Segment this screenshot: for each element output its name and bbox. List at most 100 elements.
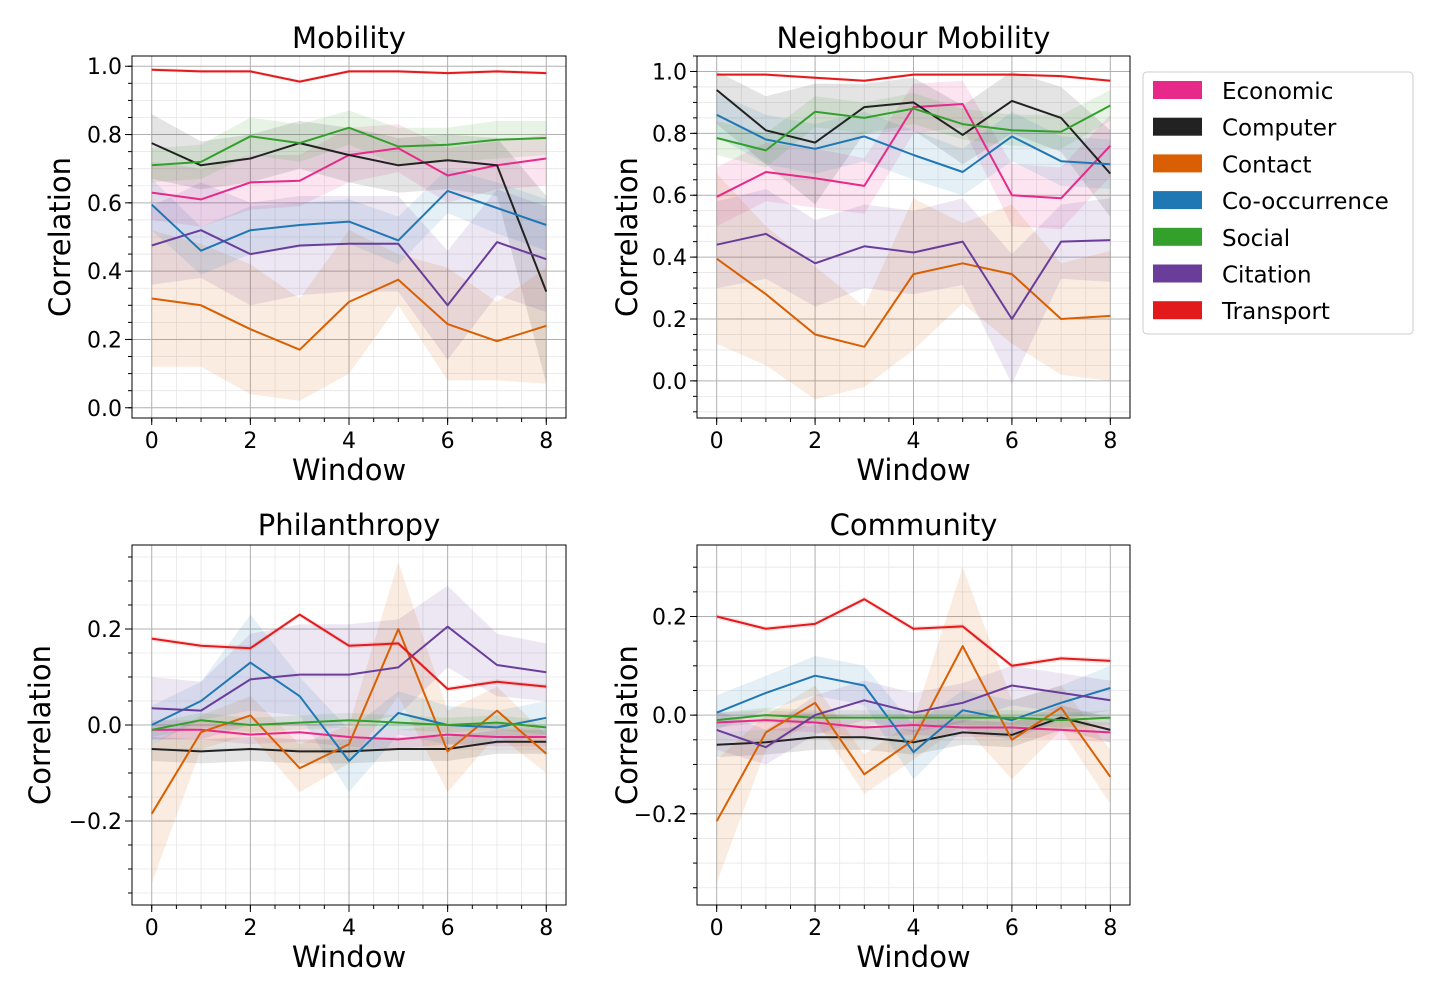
y-tick-label: 0.6 [652, 184, 687, 209]
y-tick-label: 0.8 [652, 122, 687, 147]
y-axis-label: Correlation [43, 157, 77, 317]
x-tick-label: 4 [907, 916, 921, 941]
legend-label-contact: Contact [1222, 152, 1311, 178]
x-tick-label: 0 [710, 916, 724, 941]
y-tick-label: −0.2 [69, 810, 122, 835]
series-line-social [716, 104, 1111, 152]
series-line-co-occurrence [151, 661, 547, 762]
x-tick-label: 6 [1005, 429, 1019, 454]
series-line-contact [716, 257, 1111, 348]
x-tick-label: 6 [1005, 916, 1019, 941]
x-tick-label: 4 [907, 429, 921, 454]
series-line-transport [151, 613, 547, 690]
y-axis-label: Correlation [610, 645, 644, 805]
series-line-co-occurrence [716, 113, 1111, 173]
x-tick-label: 0 [145, 916, 159, 941]
band-citation [151, 585, 547, 740]
panel-neighbour-mobility: 0 2 4 6 8 0.0 0.2 0.4 0.6 0.8 1.0 Neighbour Mobilit… [610, 21, 1131, 487]
legend-swatch-computer [1153, 117, 1202, 136]
series-line-social [151, 719, 547, 731]
x-axis-label: Window [292, 453, 406, 487]
legend-label-citation: Citation [1222, 263, 1312, 289]
y-tick-label: 1.0 [87, 55, 122, 80]
band-transport [716, 596, 1111, 669]
series-line-citation [151, 229, 547, 307]
band-citation [716, 665, 1111, 765]
x-tick-label: 8 [1103, 429, 1117, 454]
band-citation [151, 182, 547, 360]
series-line-citation [716, 232, 1111, 320]
x-tick-label: 4 [342, 429, 356, 454]
band-co-occurrence [716, 656, 1111, 780]
x-tick-label: 2 [808, 429, 822, 454]
band-computer [151, 729, 547, 764]
series-line-transport [716, 73, 1111, 82]
series-line-social [716, 714, 1111, 722]
series-line-economic [716, 719, 1111, 734]
band-co-occurrence [151, 614, 547, 793]
y-tick-label: 0.2 [87, 618, 122, 643]
legend-label-transport: Transport [1221, 299, 1330, 325]
band-computer [716, 705, 1111, 758]
y-tick-label: 0.0 [87, 714, 122, 739]
panel-mobility: 0 2 4 6 8 0.0 0.2 0.4 0.6 0.8 1.0 Mobility Window Cor… [43, 21, 567, 487]
y-tick-label: 0.6 [87, 192, 122, 217]
x-tick-label: 2 [243, 429, 257, 454]
legend-swatch-transport [1153, 301, 1202, 320]
series-line-co-occurrence [716, 674, 1111, 754]
series-line-computer [716, 89, 1112, 175]
series-line-computer [151, 142, 548, 292]
legend-box [1142, 71, 1414, 335]
y-tick-label: −0.2 [634, 803, 687, 828]
x-tick-label: 6 [441, 916, 455, 941]
legend-label-social: Social [1222, 226, 1290, 252]
band-computer [716, 71, 1111, 217]
band-contact [151, 230, 547, 401]
band-economic [716, 80, 1111, 230]
panel-title: Neighbour Mobility [777, 21, 1051, 55]
x-tick-label: 2 [808, 916, 822, 941]
series-line-transport [151, 68, 547, 83]
legend-swatch-co-occurrence [1153, 191, 1202, 210]
series-line-contact [151, 278, 547, 351]
band-social [716, 90, 1111, 168]
band-economic [151, 124, 547, 227]
y-tick-label: 0.4 [652, 246, 687, 271]
legend-swatch-economic [1153, 81, 1202, 99]
series-line-economic [716, 103, 1112, 200]
series-line-computer [151, 740, 547, 753]
y-tick-label: 0.0 [87, 397, 122, 422]
y-tick-label: 1.0 [652, 60, 687, 85]
x-tick-label: 8 [1103, 916, 1117, 941]
x-axis-label: Window [856, 940, 970, 974]
series-line-citation [716, 684, 1111, 749]
band-citation [716, 189, 1111, 384]
x-tick-label: 6 [441, 429, 455, 454]
series-line-social [151, 126, 547, 167]
x-tick-label: 0 [710, 429, 724, 454]
series-line-citation [151, 625, 547, 712]
x-tick-label: 4 [342, 916, 356, 941]
series-line-computer [716, 716, 1111, 746]
y-tick-label: 0.0 [652, 370, 687, 395]
x-axis-label: Window [292, 940, 406, 974]
y-tick-label: 0.2 [87, 328, 122, 353]
legend-swatch-social [1153, 227, 1202, 246]
panel-community: 0 2 4 6 8 −0.2 0.0 0.2 Community Window Correlatio… [610, 508, 1131, 974]
band-social [151, 110, 547, 183]
legend-label-computer: Computer [1222, 116, 1337, 142]
panel-title: Philanthropy [258, 508, 440, 542]
legend-label-economic: Economic [1222, 79, 1333, 105]
y-tick-label: 0.2 [652, 308, 687, 333]
legend-swatch-citation [1153, 264, 1202, 283]
x-tick-label: 8 [539, 429, 553, 454]
band-social [151, 713, 547, 737]
y-tick-label: 0.0 [652, 704, 687, 729]
series-line-co-occurrence [151, 189, 547, 252]
legend: Economic Computer Contact Co-occurrence Soci… [1142, 71, 1414, 335]
legend-swatch-contact [1153, 154, 1202, 173]
x-tick-label: 0 [145, 429, 159, 454]
x-tick-label: 2 [243, 916, 257, 941]
legend-label-co-occurrence: Co-occurrence [1222, 189, 1389, 215]
